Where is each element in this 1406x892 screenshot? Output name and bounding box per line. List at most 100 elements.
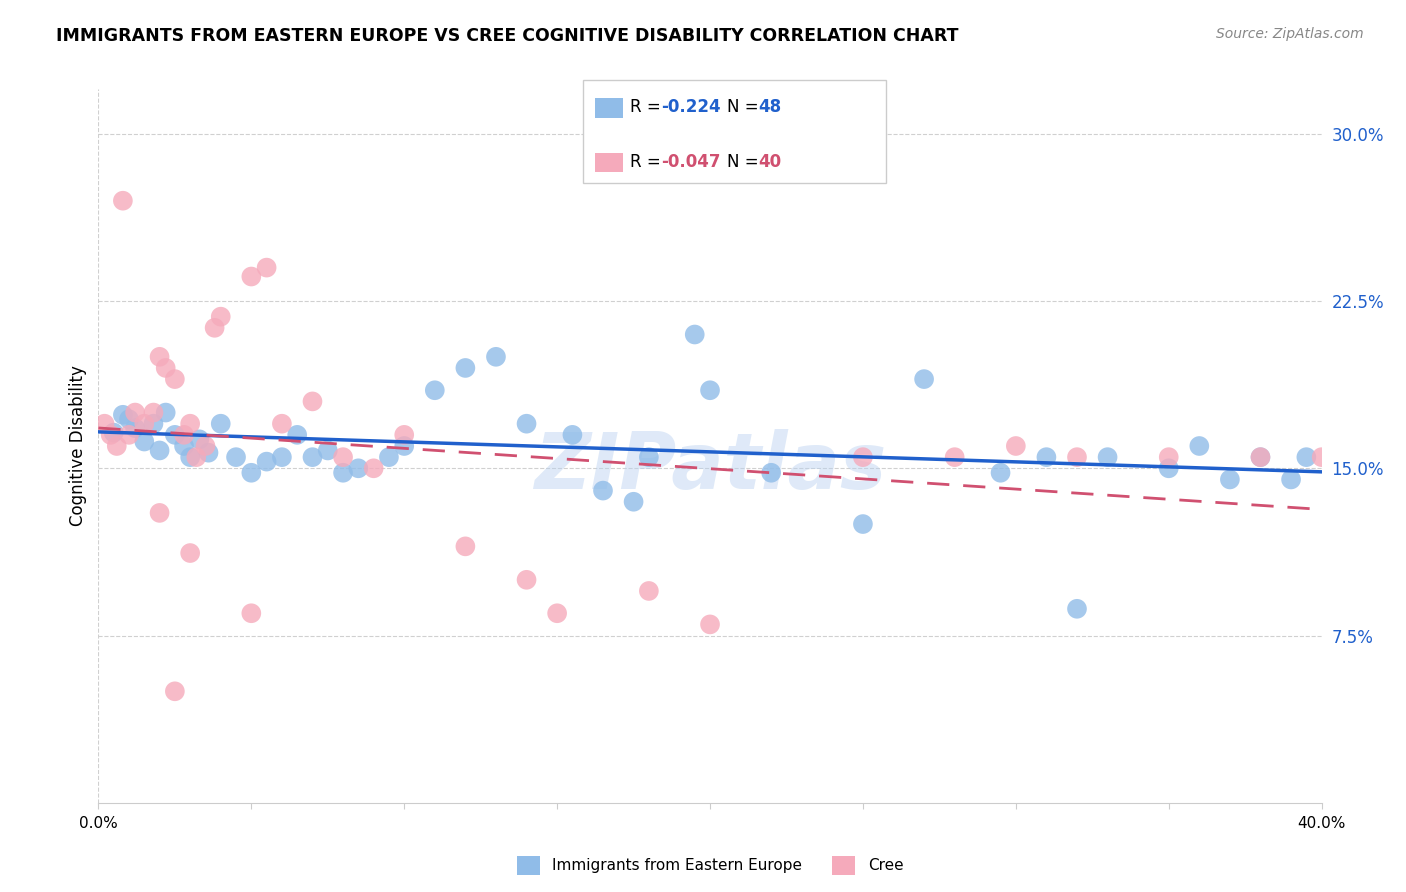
Y-axis label: Cognitive Disability: Cognitive Disability bbox=[69, 366, 87, 526]
Text: -0.047: -0.047 bbox=[661, 153, 720, 171]
Text: 40.0%: 40.0% bbox=[1298, 815, 1346, 830]
Point bbox=[100, 427, 122, 442]
Point bbox=[134, 417, 156, 431]
Point bbox=[124, 421, 146, 435]
Point bbox=[142, 405, 165, 420]
Point bbox=[197, 446, 219, 460]
Point bbox=[149, 506, 172, 520]
Text: N =: N = bbox=[727, 98, 763, 116]
Text: Source: ZipAtlas.com: Source: ZipAtlas.com bbox=[1216, 27, 1364, 41]
Point bbox=[516, 417, 538, 431]
Point bbox=[637, 450, 661, 465]
Point bbox=[943, 450, 966, 465]
Point bbox=[155, 360, 177, 375]
Point bbox=[155, 405, 177, 420]
Point bbox=[301, 450, 323, 465]
Point bbox=[592, 483, 614, 498]
Text: 0.0%: 0.0% bbox=[79, 815, 118, 830]
Point bbox=[118, 427, 141, 442]
Point bbox=[699, 617, 721, 632]
Point bbox=[1249, 450, 1271, 465]
Point bbox=[1279, 473, 1302, 487]
Point bbox=[173, 439, 195, 453]
Point bbox=[285, 427, 308, 442]
Text: -0.224: -0.224 bbox=[661, 98, 720, 116]
Point bbox=[118, 412, 141, 426]
Point bbox=[363, 461, 385, 475]
Point bbox=[1188, 439, 1211, 453]
Point bbox=[1219, 473, 1241, 487]
Point bbox=[301, 394, 323, 409]
Text: 40: 40 bbox=[758, 153, 780, 171]
Point bbox=[240, 607, 263, 621]
Point bbox=[270, 450, 292, 465]
Point bbox=[1066, 602, 1088, 616]
Point bbox=[1249, 450, 1271, 465]
Point bbox=[225, 450, 247, 465]
Point bbox=[142, 417, 165, 431]
Point bbox=[188, 433, 211, 447]
Point bbox=[1066, 450, 1088, 465]
Point bbox=[852, 450, 875, 465]
Point bbox=[1157, 461, 1180, 475]
Point bbox=[111, 408, 134, 422]
Point bbox=[103, 425, 125, 440]
Point bbox=[637, 583, 661, 598]
Point bbox=[378, 450, 401, 465]
Text: ZIPatlas: ZIPatlas bbox=[534, 429, 886, 506]
Point bbox=[270, 417, 292, 431]
Point bbox=[149, 443, 172, 458]
Point bbox=[179, 450, 201, 465]
Point bbox=[454, 539, 477, 553]
Point bbox=[332, 450, 354, 465]
Point bbox=[194, 439, 217, 453]
Point bbox=[149, 350, 172, 364]
Point bbox=[256, 455, 278, 469]
Point bbox=[209, 310, 232, 324]
Point bbox=[111, 194, 134, 208]
Point bbox=[1035, 450, 1057, 465]
Point bbox=[316, 443, 339, 458]
Point bbox=[912, 372, 935, 386]
Text: R =: R = bbox=[630, 153, 666, 171]
Point bbox=[163, 372, 186, 386]
Point bbox=[392, 427, 416, 442]
Point bbox=[240, 466, 263, 480]
Point bbox=[392, 439, 416, 453]
Point bbox=[134, 434, 156, 449]
Point bbox=[256, 260, 278, 275]
Point bbox=[561, 427, 583, 442]
Point bbox=[163, 427, 186, 442]
Point bbox=[240, 269, 263, 284]
Point bbox=[163, 684, 186, 698]
Legend: Immigrants from Eastern Europe, Cree: Immigrants from Eastern Europe, Cree bbox=[510, 850, 910, 880]
Point bbox=[93, 417, 115, 431]
Point bbox=[623, 494, 645, 508]
Point bbox=[485, 350, 508, 364]
Point bbox=[347, 461, 370, 475]
Point bbox=[546, 607, 568, 621]
Point bbox=[516, 573, 538, 587]
Point bbox=[699, 384, 721, 398]
Point bbox=[1097, 450, 1119, 465]
Point bbox=[990, 466, 1012, 480]
Point bbox=[683, 327, 706, 342]
Point bbox=[852, 517, 875, 532]
Point bbox=[173, 427, 195, 442]
Point bbox=[454, 360, 477, 375]
Point bbox=[1157, 450, 1180, 465]
Point bbox=[1310, 450, 1333, 465]
Point bbox=[332, 466, 354, 480]
Point bbox=[423, 384, 446, 398]
Point bbox=[124, 405, 146, 420]
Point bbox=[186, 450, 208, 465]
Point bbox=[204, 320, 226, 334]
Text: R =: R = bbox=[630, 98, 666, 116]
Text: N =: N = bbox=[727, 153, 763, 171]
Point bbox=[179, 417, 201, 431]
Point bbox=[179, 546, 201, 560]
Point bbox=[1295, 450, 1317, 465]
Point bbox=[759, 466, 782, 480]
Text: 48: 48 bbox=[758, 98, 780, 116]
Text: IMMIGRANTS FROM EASTERN EUROPE VS CREE COGNITIVE DISABILITY CORRELATION CHART: IMMIGRANTS FROM EASTERN EUROPE VS CREE C… bbox=[56, 27, 959, 45]
